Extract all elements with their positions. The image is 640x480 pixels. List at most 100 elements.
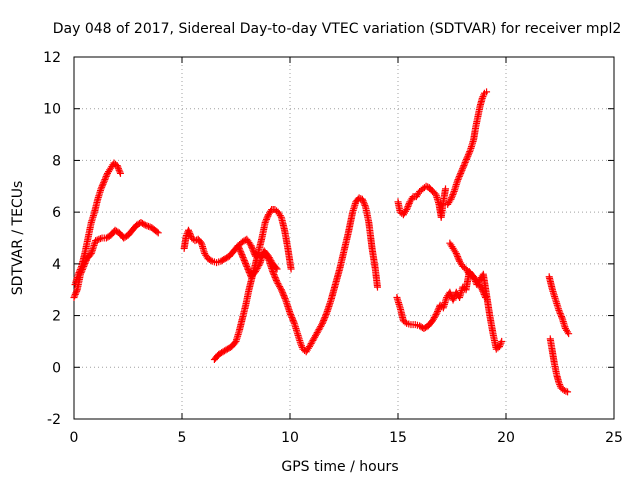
data-point: [262, 215, 270, 223]
data-point: [556, 381, 564, 389]
data-point: [479, 287, 487, 295]
data-point: [373, 283, 381, 291]
data-point: [565, 330, 573, 338]
data-point: [274, 280, 282, 288]
data-point: [449, 191, 457, 199]
data-point: [309, 336, 317, 344]
data-point: [288, 313, 296, 321]
data-point: [281, 295, 289, 303]
data-point: [235, 245, 243, 253]
data-point: [454, 253, 462, 261]
data-point: [297, 340, 305, 348]
data-point: [264, 212, 272, 220]
data-point: [558, 313, 566, 321]
data-point: [250, 248, 258, 256]
data-point: [92, 237, 100, 245]
data-point: [141, 221, 149, 229]
data-point: [101, 176, 109, 184]
x-tick-label: 20: [497, 430, 515, 446]
data-point: [271, 274, 279, 282]
data-point: [252, 266, 260, 274]
data-point: [289, 316, 297, 324]
data-point: [459, 165, 467, 173]
data-point: [245, 267, 253, 275]
data-points: [70, 88, 573, 396]
data-point: [480, 289, 488, 297]
data-point: [269, 268, 277, 276]
data-point: [251, 268, 259, 276]
data-point: [451, 248, 459, 256]
data-point: [278, 287, 286, 295]
data-point: [442, 185, 450, 193]
data-point: [270, 271, 278, 279]
series-seg10: [545, 273, 573, 338]
data-point: [196, 238, 204, 246]
data-point: [405, 199, 413, 207]
data-point: [311, 332, 319, 340]
data-point: [238, 252, 246, 260]
data-point: [237, 249, 245, 257]
series-seg6: [393, 268, 506, 353]
data-point: [102, 174, 110, 182]
data-point: [497, 339, 505, 347]
data-point: [564, 328, 572, 336]
x-tick-label: 15: [389, 430, 407, 446]
data-point: [454, 254, 462, 262]
data-point: [248, 245, 256, 253]
data-point: [556, 308, 564, 316]
series-seg11: [546, 335, 572, 396]
x-tick-label: 0: [70, 430, 79, 446]
y-tick-label: 2: [52, 309, 61, 325]
data-point: [432, 311, 440, 319]
data-point: [478, 94, 486, 102]
data-point: [457, 169, 465, 177]
data-point: [253, 265, 261, 273]
data-point: [318, 319, 326, 327]
data-point: [279, 290, 287, 298]
data-point: [402, 207, 410, 215]
data-point: [458, 166, 466, 174]
data-point: [460, 162, 468, 170]
data-point: [555, 379, 563, 387]
series-seg4: [210, 206, 295, 364]
data-point: [455, 256, 463, 264]
y-tick-label: 0: [52, 360, 61, 376]
data-point: [403, 206, 411, 214]
series-seg5: [234, 242, 281, 281]
data-point: [305, 343, 313, 351]
data-point: [99, 180, 107, 188]
data-point: [446, 197, 454, 205]
data-point: [306, 341, 314, 349]
data-point: [321, 312, 329, 320]
data-point: [322, 310, 330, 318]
data-point: [76, 266, 84, 274]
data-point: [115, 166, 123, 174]
data-point: [481, 292, 489, 300]
data-point: [318, 321, 326, 329]
data-point: [498, 337, 506, 345]
data-point: [557, 311, 565, 319]
data-point: [140, 220, 148, 228]
data-point: [113, 162, 121, 170]
data-point: [360, 198, 368, 206]
data-point: [114, 165, 122, 173]
data-point: [266, 255, 274, 263]
data-point: [70, 293, 78, 301]
data-point: [273, 265, 281, 273]
data-point: [263, 214, 271, 222]
data-point: [464, 151, 472, 159]
data-point: [254, 263, 262, 271]
y-tick-label: 10: [43, 102, 61, 118]
data-point: [100, 179, 108, 187]
series-seg2: [71, 159, 124, 289]
data-point: [430, 314, 438, 322]
data-point: [255, 261, 263, 269]
data-point: [422, 182, 430, 190]
y-tick-label: 4: [52, 257, 61, 273]
data-point: [272, 275, 280, 283]
data-point: [481, 293, 489, 301]
data-point: [276, 283, 284, 291]
data-point: [76, 267, 84, 275]
data-point: [207, 256, 215, 264]
